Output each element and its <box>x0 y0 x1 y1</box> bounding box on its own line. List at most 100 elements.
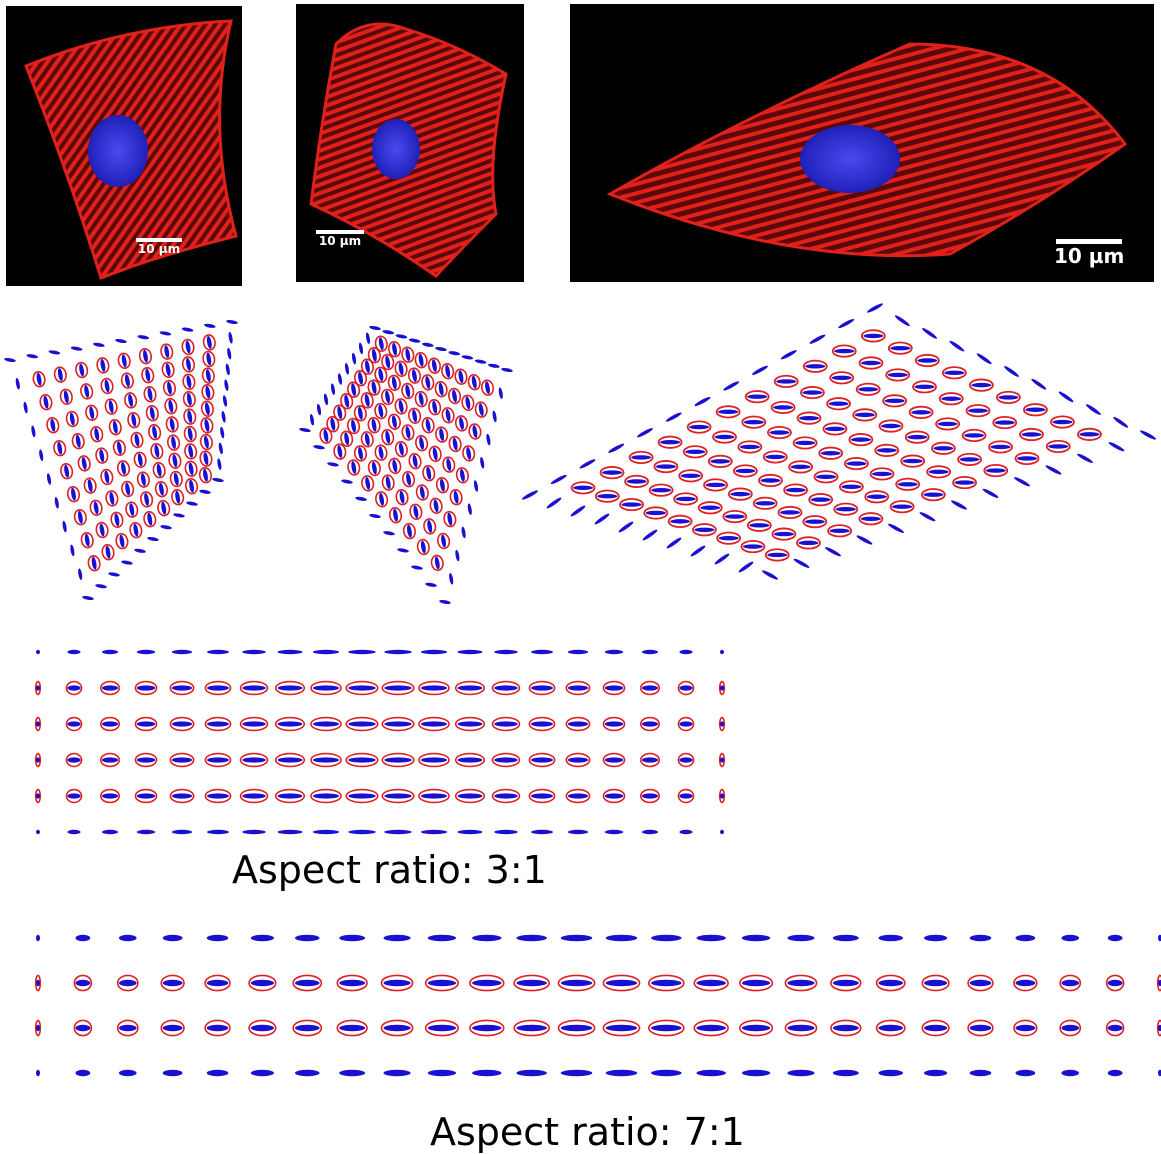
blue-ellipse <box>720 830 724 834</box>
blue-ellipse <box>48 350 60 356</box>
blue-ellipse <box>104 379 111 393</box>
blue-ellipse <box>313 757 339 762</box>
blue-ellipse <box>923 492 943 496</box>
blue-ellipse <box>140 473 147 487</box>
blue-ellipse <box>378 368 385 382</box>
blue-ellipse <box>163 1025 183 1031</box>
blue-ellipse <box>679 830 692 834</box>
blue-ellipse <box>36 935 40 941</box>
blue-ellipse <box>670 519 690 523</box>
blue-ellipse <box>568 650 588 654</box>
blue-ellipse <box>147 387 154 401</box>
blue-ellipse <box>606 980 638 986</box>
blue-ellipse <box>187 410 194 424</box>
blue-ellipse <box>295 1070 320 1076</box>
blue-ellipse <box>384 721 411 726</box>
blue-ellipse <box>313 650 339 654</box>
blue-ellipse <box>787 980 814 986</box>
blue-ellipse <box>851 437 871 441</box>
blue-ellipse <box>151 425 158 439</box>
blue-ellipse <box>798 541 818 545</box>
blue-ellipse <box>133 523 140 537</box>
blue-ellipse <box>694 396 712 408</box>
blue-ellipse <box>383 1025 410 1031</box>
blue-ellipse <box>478 403 485 417</box>
blue-ellipse <box>221 411 227 423</box>
blue-ellipse <box>384 757 411 762</box>
blue-ellipse <box>348 830 375 834</box>
blue-ellipse <box>479 457 485 469</box>
blue-ellipse <box>1025 408 1045 412</box>
blue-ellipse <box>104 470 111 484</box>
blue-ellipse <box>679 685 692 690</box>
blue-ellipse <box>666 536 683 549</box>
blue-ellipse <box>295 1025 320 1031</box>
blue-ellipse <box>825 427 845 431</box>
blue-ellipse <box>339 980 365 986</box>
blue-ellipse <box>299 427 311 433</box>
blue-ellipse <box>420 540 427 554</box>
blue-ellipse <box>168 399 175 413</box>
blue-ellipse <box>357 406 364 420</box>
rectangle-7-1-ellipses <box>20 920 1161 1090</box>
scale-label-3: 10 µm <box>1054 244 1124 268</box>
blue-ellipse <box>809 333 827 345</box>
blue-ellipse <box>679 650 692 654</box>
blue-ellipse <box>165 363 172 377</box>
blue-ellipse <box>971 383 991 387</box>
blue-ellipse <box>696 980 725 986</box>
blue-ellipse <box>970 935 992 941</box>
blue-ellipse <box>343 432 350 446</box>
rectangle-7-1-field <box>20 920 1161 1090</box>
blue-ellipse <box>348 650 375 654</box>
blue-ellipse <box>720 685 724 690</box>
blue-ellipse <box>142 349 149 363</box>
blue-ellipse <box>392 508 399 522</box>
blue-ellipse <box>492 410 498 422</box>
blue-ellipse <box>494 793 517 798</box>
blue-ellipse <box>486 434 492 446</box>
blue-ellipse <box>694 528 714 532</box>
blue-ellipse <box>765 455 785 459</box>
blue-ellipse <box>330 383 336 395</box>
blue-ellipse <box>67 650 80 654</box>
blue-ellipse <box>378 404 385 418</box>
blue-ellipse <box>471 375 478 389</box>
blue-ellipse <box>742 980 770 986</box>
blue-ellipse <box>242 650 265 654</box>
blue-ellipse <box>278 830 303 834</box>
blue-ellipse <box>425 376 432 390</box>
blue-ellipse <box>968 408 988 412</box>
blue-ellipse <box>398 362 405 376</box>
blue-ellipse <box>1015 935 1035 941</box>
blue-ellipse <box>421 650 447 654</box>
blue-ellipse <box>453 490 460 504</box>
blue-ellipse <box>147 536 159 542</box>
blue-ellipse <box>561 935 593 941</box>
blue-ellipse <box>681 474 701 478</box>
blue-ellipse <box>1085 403 1102 416</box>
blue-ellipse <box>964 433 984 437</box>
blue-ellipse <box>421 721 447 726</box>
blue-ellipse <box>458 650 483 654</box>
blue-ellipse <box>742 935 770 941</box>
blue-ellipse <box>435 346 447 352</box>
blue-ellipse <box>718 410 738 414</box>
blue-ellipse <box>339 1025 365 1031</box>
blue-ellipse <box>767 553 787 557</box>
blue-ellipse <box>458 721 483 726</box>
blue-ellipse <box>242 685 265 690</box>
blue-ellipse <box>204 402 211 416</box>
blue-ellipse <box>364 360 371 374</box>
caption-aspect-ratio-7-1: Aspect ratio: 7:1 <box>430 1110 745 1154</box>
blue-ellipse <box>651 488 671 492</box>
blue-ellipse <box>448 573 454 585</box>
blue-ellipse <box>861 517 881 521</box>
blue-ellipse <box>494 650 517 654</box>
blue-ellipse <box>742 1025 770 1031</box>
blue-ellipse <box>446 458 453 472</box>
blue-ellipse <box>36 721 40 726</box>
triangular-ellipse-field <box>0 310 250 610</box>
blue-ellipse <box>278 650 303 654</box>
blue-ellipse <box>100 359 107 373</box>
